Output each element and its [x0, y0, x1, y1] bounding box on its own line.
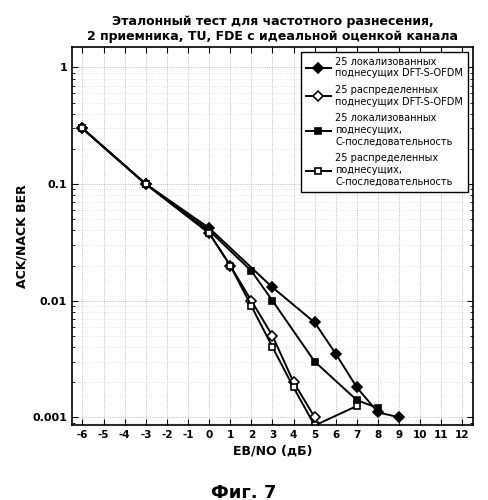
- Y-axis label: ACK/NACK BER: ACK/NACK BER: [15, 184, 28, 288]
- 25 распределенных
поднесущих,
С-последовательность: [206, 230, 212, 236]
- Legend: 25 локализованных
поднесущих DFT-S-OFDM, 25 распределенных
поднесущих DFT-S-OFDM: 25 локализованных поднесущих DFT-S-OFDM,…: [302, 52, 468, 192]
- 25 распределенных
поднесущих DFT-S-OFDM: [227, 262, 233, 268]
- 25 распределенных
поднесущих,
С-последовательность: [248, 303, 254, 309]
- 25 локализованных
поднесущих DFT-S-OFDM: [269, 284, 275, 290]
- X-axis label: EB/NO (дБ): EB/NO (дБ): [233, 444, 312, 458]
- 25 распределенных
поднесущих,
С-последовательность: [312, 422, 318, 428]
- 25 распределенных
поднесущих DFT-S-OFDM: [248, 298, 254, 304]
- 25 локализованных
поднесущих,
С-последовательность: [80, 126, 85, 132]
- 25 распределенных
поднесущих,
С-последовательность: [269, 344, 275, 350]
- 25 распределенных
поднесущих,
С-последовательность: [80, 126, 85, 132]
- 25 распределенных
поднесущих DFT-S-OFDM: [143, 181, 149, 187]
- 25 локализованных
поднесущих DFT-S-OFDM: [143, 181, 149, 187]
- 25 локализованных
поднесущих DFT-S-OFDM: [80, 126, 85, 132]
- 25 локализованных
поднесущих,
С-последовательность: [248, 268, 254, 274]
- 25 локализованных
поднесущих,
С-последовательность: [206, 228, 212, 234]
- 25 локализованных
поднесущих,
С-последовательность: [269, 298, 275, 304]
- 25 локализованных
поднесущих,
С-последовательность: [143, 181, 149, 187]
- 25 локализованных
поднесущих DFT-S-OFDM: [312, 320, 318, 326]
- 25 локализованных
поднесущих DFT-S-OFDM: [396, 414, 402, 420]
- 25 распределенных
поднесущих DFT-S-OFDM: [269, 333, 275, 339]
- 25 локализованных
поднесущих,
С-последовательность: [354, 397, 360, 403]
- 25 локализованных
поднесущих,
С-последовательность: [375, 405, 381, 411]
- 25 распределенных
поднесущих,
С-последовательность: [143, 181, 149, 187]
- Title: Эталонный тест для частотного разнесения,
2 приемника, TU, FDE с идеальной оценк: Эталонный тест для частотного разнесения…: [87, 15, 458, 43]
- 25 распределенных
поднесущих DFT-S-OFDM: [80, 126, 85, 132]
- 25 локализованных
поднесущих DFT-S-OFDM: [354, 384, 360, 390]
- 25 распределенных
поднесущих,
С-последовательность: [227, 262, 233, 268]
- 25 распределенных
поднесущих,
С-последовательность: [354, 403, 360, 409]
- 25 распределенных
поднесущих DFT-S-OFDM: [312, 414, 318, 420]
- Line: 25 локализованных
поднесущих DFT-S-OFDM: 25 локализованных поднесущих DFT-S-OFDM: [79, 125, 403, 420]
- 25 распределенных
поднесущих DFT-S-OFDM: [206, 230, 212, 236]
- 25 локализованных
поднесущих,
С-последовательность: [312, 358, 318, 364]
- Line: 25 локализованных
поднесущих,
С-последовательность: 25 локализованных поднесущих, С-последов…: [79, 125, 382, 412]
- 25 локализованных
поднесущих DFT-S-OFDM: [375, 410, 381, 416]
- Line: 25 распределенных
поднесущих DFT-S-OFDM: 25 распределенных поднесущих DFT-S-OFDM: [79, 125, 318, 420]
- 25 распределенных
поднесущих,
С-последовательность: [291, 384, 297, 390]
- Text: Фиг. 7: Фиг. 7: [211, 484, 277, 500]
- Line: 25 распределенных
поднесущих,
С-последовательность: 25 распределенных поднесущих, С-последов…: [79, 125, 360, 429]
- 25 локализованных
поднесущих DFT-S-OFDM: [333, 351, 339, 357]
- 25 локализованных
поднесущих DFT-S-OFDM: [206, 225, 212, 231]
- 25 распределенных
поднесущих DFT-S-OFDM: [291, 379, 297, 385]
